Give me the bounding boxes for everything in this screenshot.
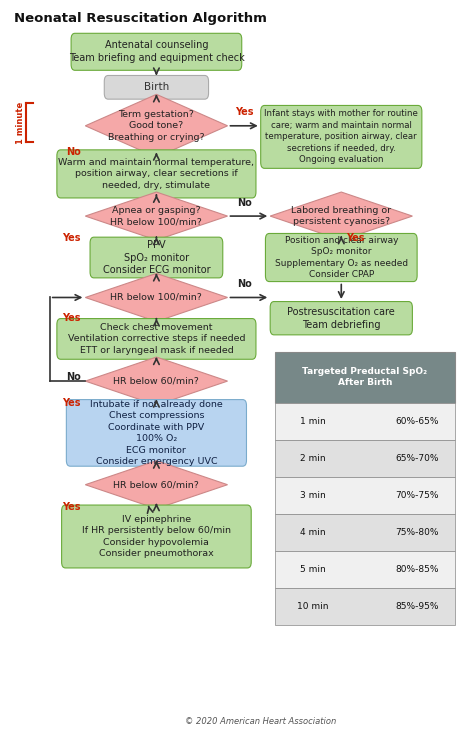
Text: 4 min: 4 min [300,528,326,537]
Text: 85%-95%: 85%-95% [395,602,439,611]
FancyBboxPatch shape [265,233,417,281]
Text: Postresuscitation care
Team debriefing: Postresuscitation care Team debriefing [287,307,395,329]
Text: HR below 60/min?: HR below 60/min? [113,480,200,489]
Text: Check chest movement
Ventilation corrective steps if needed
ETT or laryngeal mas: Check chest movement Ventilation correct… [68,323,245,355]
Text: Yes: Yes [62,398,81,408]
FancyBboxPatch shape [57,318,256,359]
Text: No: No [66,372,81,383]
FancyBboxPatch shape [104,75,209,99]
Text: IV epinephrine
If HR persistently below 60/min
Consider hypovolemia
Consider pne: IV epinephrine If HR persistently below … [82,515,231,558]
FancyBboxPatch shape [270,301,412,334]
FancyBboxPatch shape [275,477,455,514]
Text: HR below 100/min?: HR below 100/min? [110,293,202,302]
Text: Birth: Birth [144,82,169,92]
Text: PPV
SpO₂ monitor
Consider ECG monitor: PPV SpO₂ monitor Consider ECG monitor [102,240,210,275]
Text: No: No [66,147,81,157]
Text: 10 min: 10 min [297,602,328,611]
Text: Antenatal counseling
Team briefing and equipment check: Antenatal counseling Team briefing and e… [69,41,244,63]
Text: 1 min: 1 min [300,417,326,426]
Text: Yes: Yes [62,233,81,243]
Polygon shape [85,273,228,321]
FancyBboxPatch shape [275,514,455,551]
Text: 65%-70%: 65%-70% [395,454,439,463]
Text: Position and clear airway
SpO₂ monitor
Supplementary O₂ as needed
Consider CPAP: Position and clear airway SpO₂ monitor S… [275,236,408,279]
Text: © 2020 American Heart Association: © 2020 American Heart Association [185,717,337,726]
Text: Yes: Yes [235,107,253,117]
Text: Warm and maintain normal temperature,
position airway, clear secretions if
neede: Warm and maintain normal temperature, po… [58,158,255,190]
Polygon shape [85,192,228,240]
Polygon shape [270,192,412,240]
Text: 1 minute: 1 minute [16,101,25,144]
Text: Apnea or gasping?
HR below 100/min?: Apnea or gasping? HR below 100/min? [110,206,202,226]
FancyBboxPatch shape [62,505,251,568]
Text: 2 min: 2 min [300,454,326,463]
Polygon shape [85,357,228,405]
FancyBboxPatch shape [275,440,455,477]
Text: 80%-85%: 80%-85% [395,565,439,574]
FancyBboxPatch shape [261,105,422,169]
Text: 60%-65%: 60%-65% [395,417,439,426]
Text: 3 min: 3 min [300,491,326,500]
FancyBboxPatch shape [66,400,246,466]
Text: Infant stays with mother for routine
care; warm and maintain normal
temperature,: Infant stays with mother for routine car… [264,110,418,164]
Text: Targeted Preductal SpO₂
After Birth: Targeted Preductal SpO₂ After Birth [302,367,428,388]
Text: No: No [237,279,252,289]
Text: No: No [237,198,252,208]
Text: Term gestation?
Good tone?
Breathing or crying?: Term gestation? Good tone? Breathing or … [108,110,205,142]
FancyBboxPatch shape [275,551,455,588]
FancyBboxPatch shape [275,588,455,625]
Text: Labored breathing or
persistent cyanosis?: Labored breathing or persistent cyanosis… [291,206,392,226]
Polygon shape [85,94,228,157]
FancyBboxPatch shape [90,237,223,278]
FancyBboxPatch shape [275,352,455,403]
Text: Yes: Yes [62,502,81,512]
Text: 70%-75%: 70%-75% [395,491,439,500]
Polygon shape [85,460,228,509]
Text: Yes: Yes [62,313,81,323]
FancyBboxPatch shape [71,33,242,70]
Text: Yes: Yes [346,233,365,243]
FancyBboxPatch shape [275,403,455,440]
Text: Intubate if not already done
Chest compressions
Coordinate with PPV
100% O₂
ECG : Intubate if not already done Chest compr… [90,400,223,466]
Text: HR below 60/min?: HR below 60/min? [113,377,200,386]
FancyBboxPatch shape [57,149,256,198]
Text: Neonatal Resuscitation Algorithm: Neonatal Resuscitation Algorithm [14,12,267,25]
Text: 5 min: 5 min [300,565,326,574]
Text: 75%-80%: 75%-80% [395,528,439,537]
